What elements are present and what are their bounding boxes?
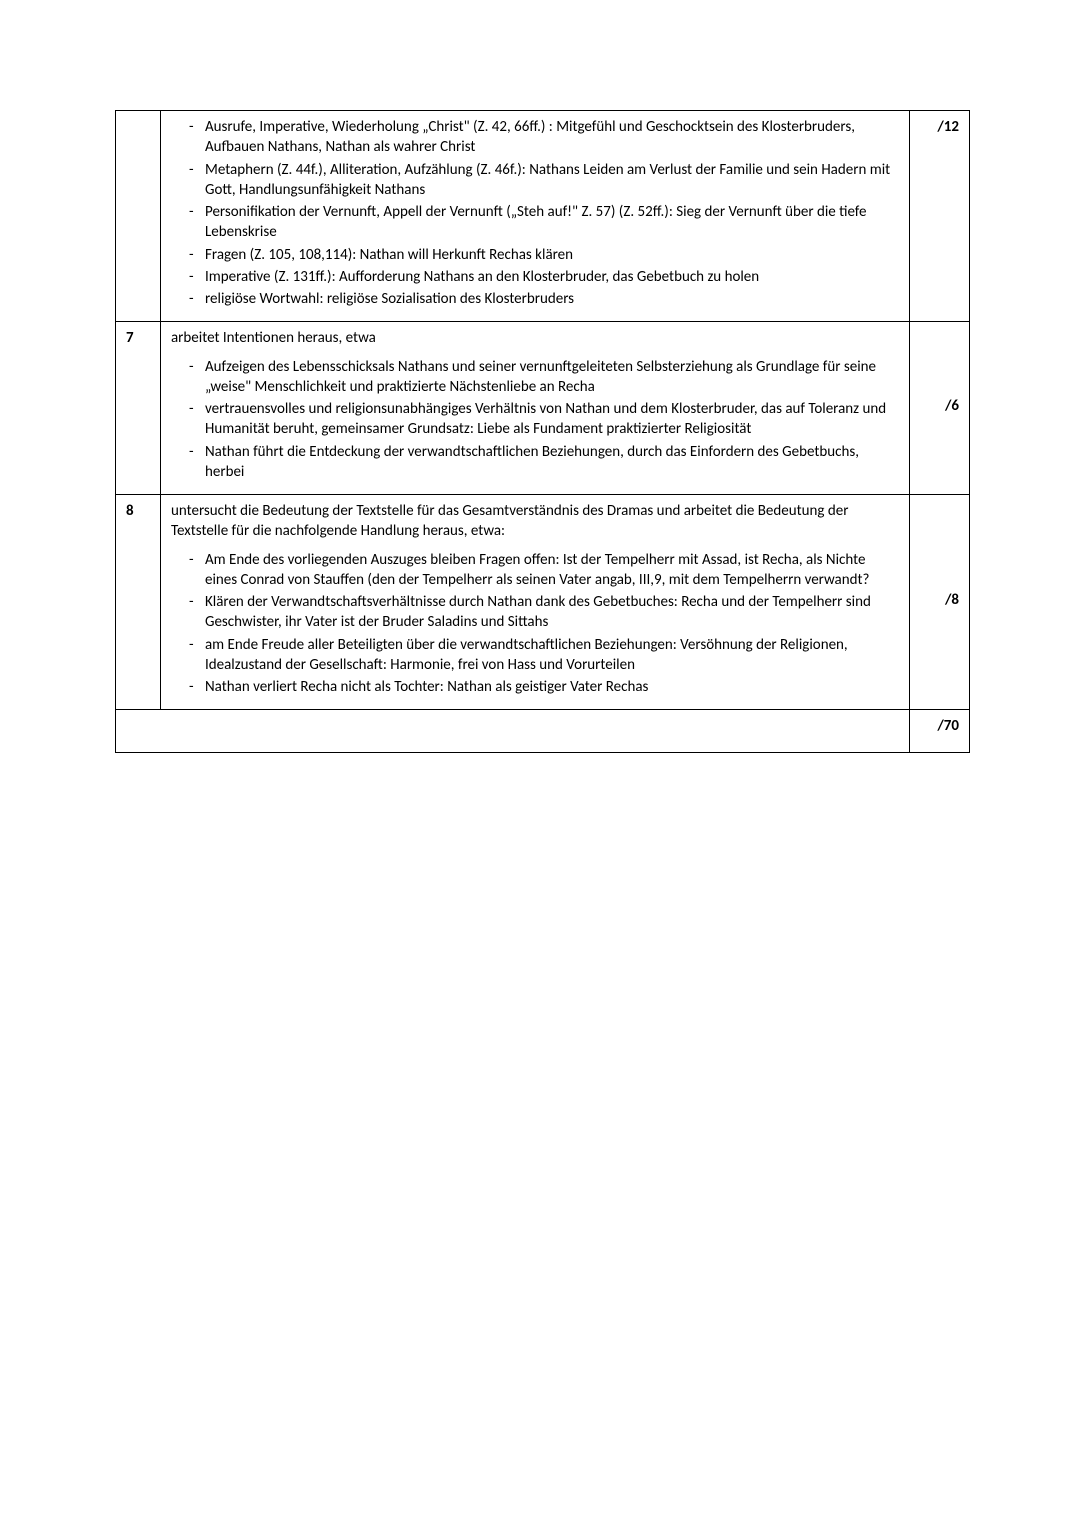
- document-page: Ausrufe, Imperative, Wiederholung „Chris…: [0, 0, 1080, 1527]
- list-item: Nathan verliert Recha nicht als Tochter:…: [189, 677, 899, 697]
- total-row: /70: [116, 710, 970, 753]
- list-item: Personifikation der Vernunft, Appell der…: [189, 202, 899, 243]
- list-item: Klären der Verwandtschaftsverhältnisse d…: [189, 592, 899, 633]
- row-content: arbeitet Intentionen heraus, etwa Aufzeig…: [161, 322, 910, 495]
- list-item: Nathan führt die Entdeckung der verwandt…: [189, 442, 899, 483]
- list-item: Ausrufe, Imperative, Wiederholung „Chris…: [189, 117, 899, 158]
- total-spacer: [116, 710, 910, 753]
- table-row: 8untersucht die Bedeutung der Textstelle…: [116, 495, 970, 710]
- bullet-list: Am Ende des vorliegenden Auszuges bleibe…: [171, 550, 899, 698]
- row-points: /12: [910, 111, 970, 322]
- list-item: Imperative (Z. 131ff.): Aufforderung Nat…: [189, 267, 899, 287]
- list-item: am Ende Freude aller Beteiligten über di…: [189, 635, 899, 676]
- row-intro: untersucht die Bedeutung der Textstelle …: [171, 501, 899, 542]
- bullet-list: Aufzeigen des Lebensschicksals Nathans u…: [171, 357, 899, 483]
- table-row: Ausrufe, Imperative, Wiederholung „Chris…: [116, 111, 970, 322]
- list-item: religiöse Wortwahl: religiöse Sozialisat…: [189, 289, 899, 309]
- row-content: Ausrufe, Imperative, Wiederholung „Chris…: [161, 111, 910, 322]
- row-number: 8: [116, 495, 161, 710]
- row-points: /6: [910, 322, 970, 495]
- list-item: Fragen (Z. 105, 108,114): Nathan will He…: [189, 245, 899, 265]
- list-item: vertrauensvolles und religionsunabhängig…: [189, 399, 899, 440]
- table-row: 7 arbeitet Intentionen heraus, etwa Aufzei…: [116, 322, 970, 495]
- list-item: Aufzeigen des Lebensschicksals Nathans u…: [189, 357, 899, 398]
- list-item: Am Ende des vorliegenden Auszuges bleibe…: [189, 550, 899, 591]
- list-item: Metaphern (Z. 44f.), Alliteration, Aufzä…: [189, 160, 899, 201]
- bullet-list: Ausrufe, Imperative, Wiederholung „Chris…: [171, 117, 899, 309]
- row-content: untersucht die Bedeutung der Textstelle …: [161, 495, 910, 710]
- total-points: /70: [910, 710, 970, 753]
- row-number: 7: [116, 322, 161, 495]
- row-points: /8: [910, 495, 970, 710]
- rubric-table: Ausrufe, Imperative, Wiederholung „Chris…: [115, 110, 970, 753]
- row-number: [116, 111, 161, 322]
- row-intro: arbeitet Intentionen heraus, etwa: [171, 328, 899, 348]
